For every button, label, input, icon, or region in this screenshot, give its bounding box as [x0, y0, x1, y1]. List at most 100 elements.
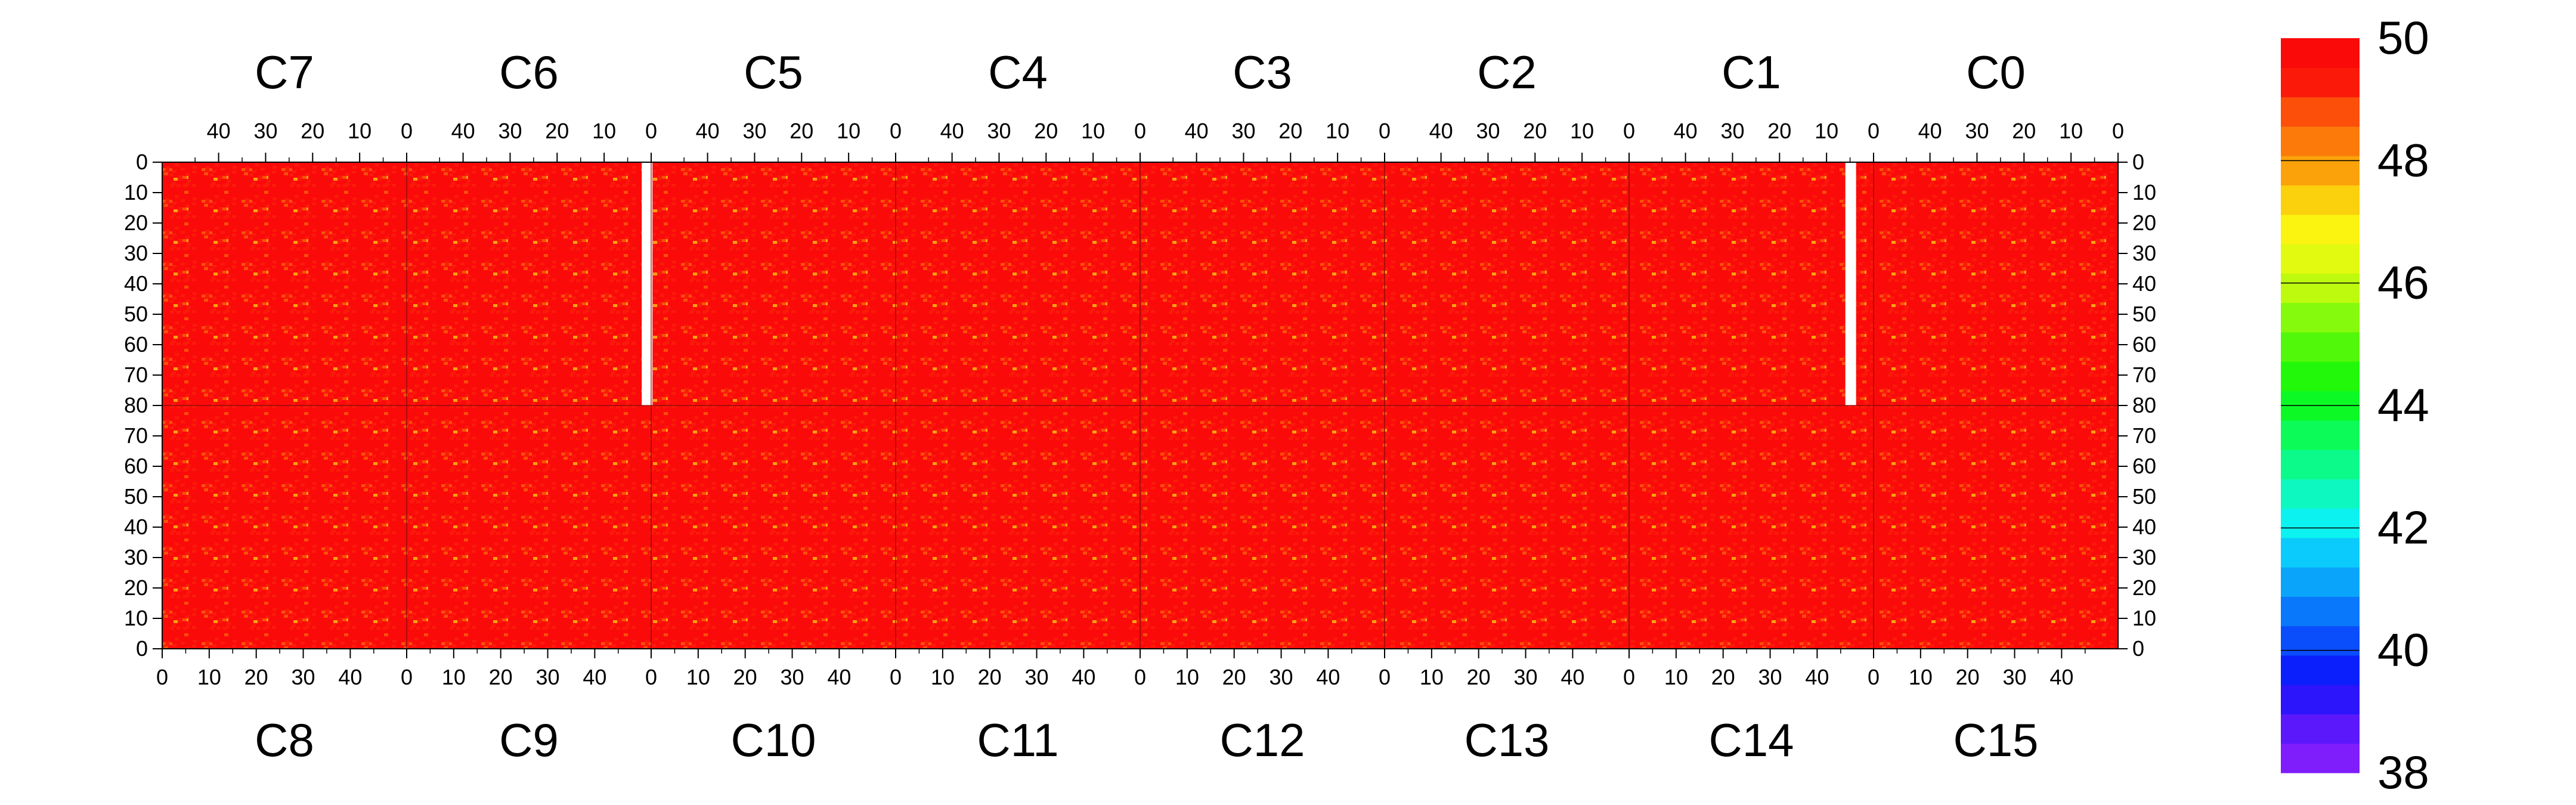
right-y-tick-label: 70 — [2132, 423, 2156, 448]
chip-label-c7: C7 — [255, 46, 314, 98]
chip-panel-c2 — [1385, 162, 1629, 405]
top-x-tick-label: 40 — [1918, 119, 1942, 143]
bottom-x-tick-label: 10 — [1664, 665, 1688, 689]
bottom-x-tick-label: 10 — [1420, 665, 1444, 689]
right-y-tick-label: 60 — [2132, 454, 2156, 478]
colorbar-tick-label: 38 — [2377, 746, 2429, 798]
colorbar-segment — [2281, 567, 2360, 597]
left-y-tick-label: 60 — [124, 454, 148, 478]
top-x-tick-label: 30 — [987, 119, 1011, 143]
bottom-x-tick-label: 40 — [583, 665, 606, 689]
chip-panel-c9 — [407, 405, 651, 649]
right-y-tick-label: 50 — [2132, 302, 2156, 326]
bottom-x-tick-label: 30 — [1758, 665, 1782, 689]
left-y-tick-label: 60 — [124, 332, 148, 357]
top-x-tick-label: 30 — [253, 119, 277, 143]
colorbar-segment — [2281, 302, 2360, 333]
chip-label-c1: C1 — [1722, 46, 1781, 98]
chip-label-c10: C10 — [730, 714, 816, 766]
top-x-tick-label: 0 — [401, 119, 413, 143]
chip-label-c4: C4 — [988, 46, 1048, 98]
left-y-tick-label: 40 — [124, 271, 148, 296]
right-y-tick-label: 0 — [2132, 150, 2144, 174]
colorbar-segment — [2281, 126, 2360, 156]
chip-label-c3: C3 — [1233, 46, 1292, 98]
top-x-tick-label: 0 — [890, 119, 902, 143]
colorbar-segment — [2281, 38, 2360, 68]
bottom-x-tick-label: 10 — [442, 665, 466, 689]
bottom-x-tick-label: 0 — [1379, 665, 1391, 689]
colorbar-segment — [2281, 214, 2360, 244]
bottom-x-tick-label: 20 — [1222, 665, 1246, 689]
chip-labels: C7 C6 C5 C4 C3 C2 C1 C0 C8 C9 C10 C11 C12 C13 C14 C15 — [255, 46, 2038, 766]
top-x-tick-label: 20 — [545, 119, 569, 143]
top-x-tick-label: 0 — [645, 119, 657, 143]
top-x-tick-label: 20 — [1523, 119, 1547, 143]
chip-panel-c15 — [1874, 405, 2118, 649]
top-x-tick-label: 10 — [837, 119, 860, 143]
colorbar-tick-label: 40 — [2377, 624, 2429, 676]
colorbar-tick-label: 42 — [2377, 501, 2429, 553]
top-x-tick-label: 40 — [207, 119, 231, 143]
top-x-tick-label: 10 — [592, 119, 616, 143]
top-x-tick-label: 10 — [348, 119, 371, 143]
bottom-x-tick-label: 20 — [978, 665, 1002, 689]
top-x-tick-label: 30 — [498, 119, 522, 143]
top-x-tick-label: 0 — [2112, 119, 2124, 143]
right-y-tick-label: 40 — [2132, 271, 2156, 296]
left-y-tick-label: 20 — [124, 210, 148, 235]
chip-panel-c0 — [1874, 162, 2118, 405]
right-y-tick-label: 70 — [2132, 363, 2156, 387]
chip-panel-c6 — [407, 162, 651, 405]
top-x-tick-label: 10 — [1081, 119, 1105, 143]
chip-panel-c11 — [896, 405, 1140, 649]
colorbar-segment — [2281, 243, 2360, 274]
bottom-x-tick-label: 40 — [1805, 665, 1829, 689]
bottom-x-tick-label: 0 — [401, 665, 413, 689]
bottom-x-tick-label: 40 — [2049, 665, 2073, 689]
top-x-tick-label: 30 — [742, 119, 766, 143]
top-x-tick-label: 10 — [1815, 119, 1838, 143]
bottom-x-tick-label: 40 — [338, 665, 362, 689]
chip-panel-c13 — [1385, 405, 1629, 649]
left-y-tick-label: 70 — [124, 423, 148, 448]
bottom-x-tick-label: 20 — [733, 665, 757, 689]
dead-column-c6 — [642, 162, 653, 405]
top-x-tick-label: 0 — [1623, 119, 1635, 143]
bottom-x-tick-label: 10 — [931, 665, 955, 689]
colorbar-segment — [2281, 743, 2360, 773]
bottom-x-tick-label: 40 — [827, 665, 851, 689]
left-y-tick-label: 30 — [124, 545, 148, 569]
left-y-tick-label: 50 — [124, 484, 148, 509]
colorbar-segment — [2281, 479, 2360, 509]
colorbar-segment — [2281, 449, 2360, 479]
top-x-tick-label: 10 — [1570, 119, 1594, 143]
chip-label-c5: C5 — [744, 46, 803, 98]
bottom-x-tick-label: 0 — [645, 665, 657, 689]
chip-panel-c8 — [162, 405, 407, 649]
chip-grid-lines — [162, 162, 2118, 649]
heatmap-area — [162, 162, 2118, 649]
bottom-x-tick-label: 30 — [1270, 665, 1293, 689]
bottom-x-tick-label: 0 — [1623, 665, 1635, 689]
top-x-tick-label: 0 — [1134, 119, 1146, 143]
bottom-x-tick-label: 10 — [686, 665, 710, 689]
bottom-x-tick-label: 10 — [197, 665, 221, 689]
top-x-tick-label: 20 — [1034, 119, 1058, 143]
bottom-x-tick-label: 30 — [1025, 665, 1049, 689]
bottom-x-tick-label: 0 — [1134, 665, 1146, 689]
top-x-tick-label: 40 — [696, 119, 720, 143]
chip-panel-c5 — [651, 162, 896, 405]
right-y-tick-label: 10 — [2132, 180, 2156, 205]
chip-panel-c12 — [1140, 405, 1385, 649]
chip-panel-c4 — [896, 162, 1140, 405]
colorbar-segment — [2281, 420, 2360, 450]
chip-label-c11: C11 — [977, 714, 1058, 766]
top-x-tick-label: 20 — [301, 119, 324, 143]
bottom-x-tick-label: 30 — [292, 665, 315, 689]
colorbar-segment — [2281, 67, 2360, 98]
bottom-x-tick-label: 30 — [781, 665, 804, 689]
bottom-x-tick-label: 10 — [1909, 665, 1933, 689]
top-x-tick-label: 20 — [789, 119, 813, 143]
colorbar: 50 48 46 44 42 40 38 — [2281, 11, 2429, 798]
